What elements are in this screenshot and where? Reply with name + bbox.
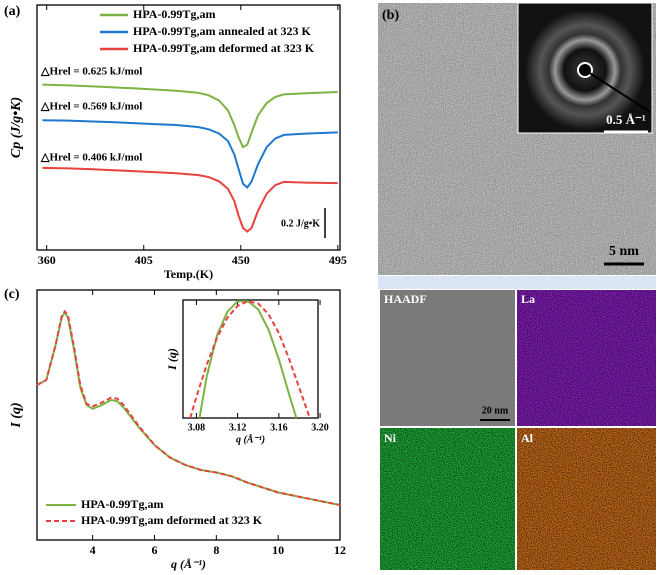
x-axis-label: q (Å⁻¹) xyxy=(171,557,206,571)
x-tick-label: 3.12 xyxy=(229,422,247,433)
x-tick-label: 495 xyxy=(329,253,347,267)
map-haadf xyxy=(380,290,515,426)
scale-label: 5 nm xyxy=(609,244,639,259)
y-axis-label: I (q) xyxy=(165,348,179,371)
x-tick-label: 10 xyxy=(272,543,284,557)
legend-label: HPA-0.99Tg,am annealed at 323 K xyxy=(133,24,311,38)
map-label: Ni xyxy=(384,431,397,445)
annotation: △Hrel = 0.625 kJ/mol xyxy=(40,66,142,78)
x-tick-label: 3.16 xyxy=(270,422,288,433)
series-line xyxy=(42,166,338,233)
panel-label: (c) xyxy=(4,287,20,302)
x-tick-label: 12 xyxy=(334,543,346,557)
x-tick-label: 450 xyxy=(232,253,250,267)
legend-label: HPA-0.99Tg,am deformed at 323 K xyxy=(81,513,263,527)
annotation: △Hrel = 0.569 kJ/mol xyxy=(40,101,142,113)
y-axis-label: I (q) xyxy=(9,402,24,428)
scale-label: 0.2 J/g•K xyxy=(281,218,320,229)
x-axis-label: Temp.(K) xyxy=(164,267,213,281)
beam-stopper-arm xyxy=(584,69,651,113)
x-tick-label: 360 xyxy=(38,253,56,267)
legend-label: HPA-0.99Tg,am xyxy=(133,7,215,21)
plot-frame xyxy=(36,4,341,251)
series-line xyxy=(42,119,338,189)
panel-label: (a) xyxy=(4,4,21,19)
legend-label: HPA-0.99Tg,am deformed at 323 K xyxy=(133,41,315,55)
panel-b: 0.5 Å⁻¹ 5 nm (b) HAADF La Ni Al 20 nm xyxy=(378,2,656,570)
x-axis-label: q (Å⁻¹) xyxy=(236,433,265,445)
separator xyxy=(378,276,656,289)
map-label: Al xyxy=(521,431,534,445)
series-line xyxy=(36,309,341,506)
map-label: HAADF xyxy=(384,292,427,306)
series-line xyxy=(189,300,311,419)
scale-label: 0.5 Å⁻¹ xyxy=(606,112,646,127)
x-tick-label: 3.08 xyxy=(188,422,206,433)
map-label: La xyxy=(521,292,535,306)
map-texture xyxy=(380,428,515,570)
annotation: △Hrel = 0.406 kJ/mol xyxy=(40,152,142,164)
scale-label: 20 nm xyxy=(482,405,509,416)
x-tick-label: 8 xyxy=(213,543,219,557)
x-tick-label: 405 xyxy=(135,253,153,267)
legend-label: HPA-0.99Tg,am xyxy=(81,497,163,511)
x-tick-label: 4 xyxy=(90,543,96,557)
map-texture xyxy=(517,428,656,570)
plot-frame xyxy=(182,299,319,419)
map-texture xyxy=(517,290,656,426)
panel-label: (b) xyxy=(382,8,399,23)
x-tick-label: 3.20 xyxy=(311,422,329,433)
y-axis-label: Cp (J/g•K) xyxy=(9,97,24,158)
x-tick-label: 6 xyxy=(151,543,157,557)
series-line xyxy=(42,83,338,149)
